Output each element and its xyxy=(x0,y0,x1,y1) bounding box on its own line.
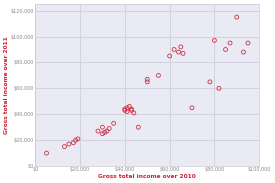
Point xyxy=(241,51,246,54)
Point xyxy=(156,74,161,77)
Point xyxy=(129,109,134,112)
Point xyxy=(123,109,127,112)
Point xyxy=(103,131,107,134)
Y-axis label: Gross total income over 2011: Gross total income over 2011 xyxy=(4,36,9,134)
Point xyxy=(105,130,109,132)
Point xyxy=(127,105,131,108)
Point xyxy=(107,127,111,130)
Point xyxy=(62,145,67,148)
Point xyxy=(73,139,78,142)
Point xyxy=(145,80,149,83)
Point xyxy=(111,122,116,125)
Point xyxy=(190,106,194,109)
Point xyxy=(172,48,176,51)
Point xyxy=(76,137,80,140)
Point xyxy=(223,48,228,51)
Point xyxy=(71,141,76,144)
Point xyxy=(100,126,105,129)
X-axis label: Gross total income over 2010: Gross total income over 2010 xyxy=(98,174,196,179)
Point xyxy=(129,108,134,111)
Point xyxy=(125,106,129,109)
Point xyxy=(208,80,212,83)
Point xyxy=(123,108,127,111)
Point xyxy=(178,45,183,48)
Point xyxy=(217,87,221,90)
Point xyxy=(145,78,149,81)
Point xyxy=(136,126,141,129)
Point xyxy=(176,51,181,54)
Point xyxy=(235,16,239,19)
Point xyxy=(125,110,129,113)
Point xyxy=(181,52,185,55)
Point xyxy=(132,111,136,114)
Point xyxy=(228,42,232,44)
Point xyxy=(100,132,105,135)
Point xyxy=(246,42,250,44)
Point xyxy=(167,55,172,57)
Point xyxy=(44,152,49,155)
Point xyxy=(96,130,100,132)
Point xyxy=(212,39,217,42)
Point xyxy=(67,143,71,145)
